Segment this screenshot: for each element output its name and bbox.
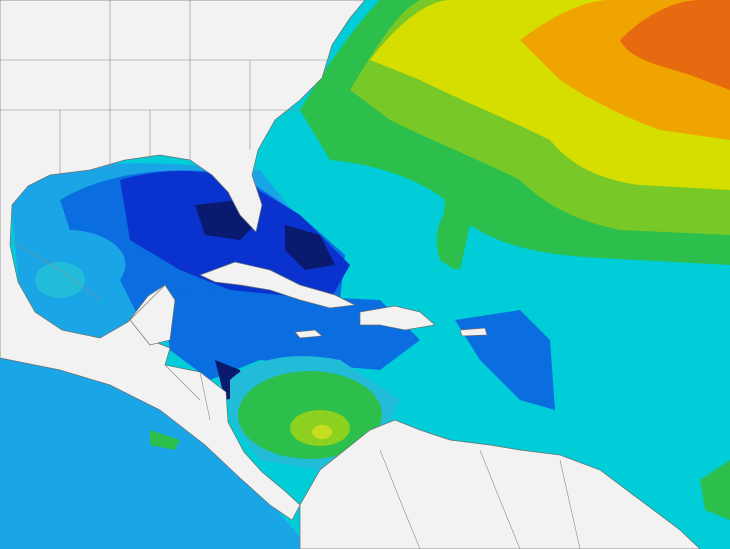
caribbean-field: [160, 290, 555, 470]
borders: [0, 0, 581, 549]
south-america: [299, 419, 701, 549]
yucatan: [129, 284, 176, 346]
atlantic-field: [300, 0, 730, 520]
pacific-patch: [150, 430, 180, 450]
hispaniola: [359, 305, 436, 331]
cuba: [199, 261, 357, 309]
puerto-rico: [459, 327, 488, 337]
jamaica: [294, 329, 323, 339]
north-america: [0, 0, 366, 521]
pacific: [0, 355, 310, 549]
